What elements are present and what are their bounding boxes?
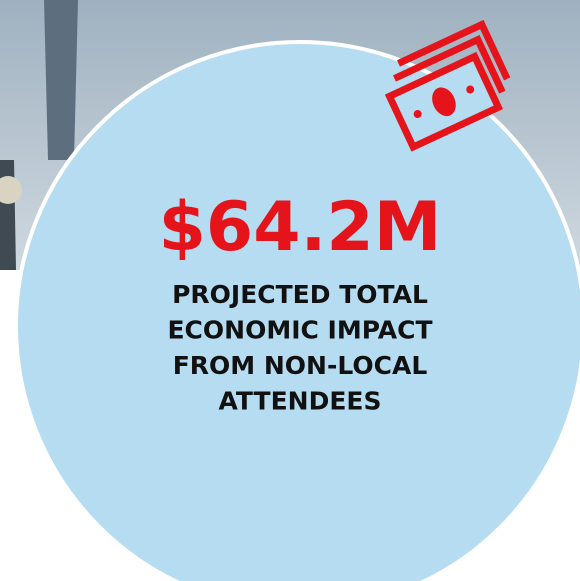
description-line: PROJECTED TOTAL bbox=[172, 280, 428, 309]
circle bbox=[16, 42, 580, 581]
description-line: ATTENDEES bbox=[218, 387, 381, 416]
headline: $64.2M bbox=[159, 188, 442, 267]
description-line: FROM NON-LOCAL bbox=[173, 351, 428, 380]
page: $64.2M PROJECTED TOTAL ECONOMIC IMPACT FRO… bbox=[0, 0, 580, 581]
infographic: $64.2M PROJECTED TOTAL ECONOMIC IMPACT FRO… bbox=[0, 0, 580, 581]
description-line: ECONOMIC IMPACT bbox=[167, 316, 432, 345]
tower bbox=[44, 0, 78, 160]
